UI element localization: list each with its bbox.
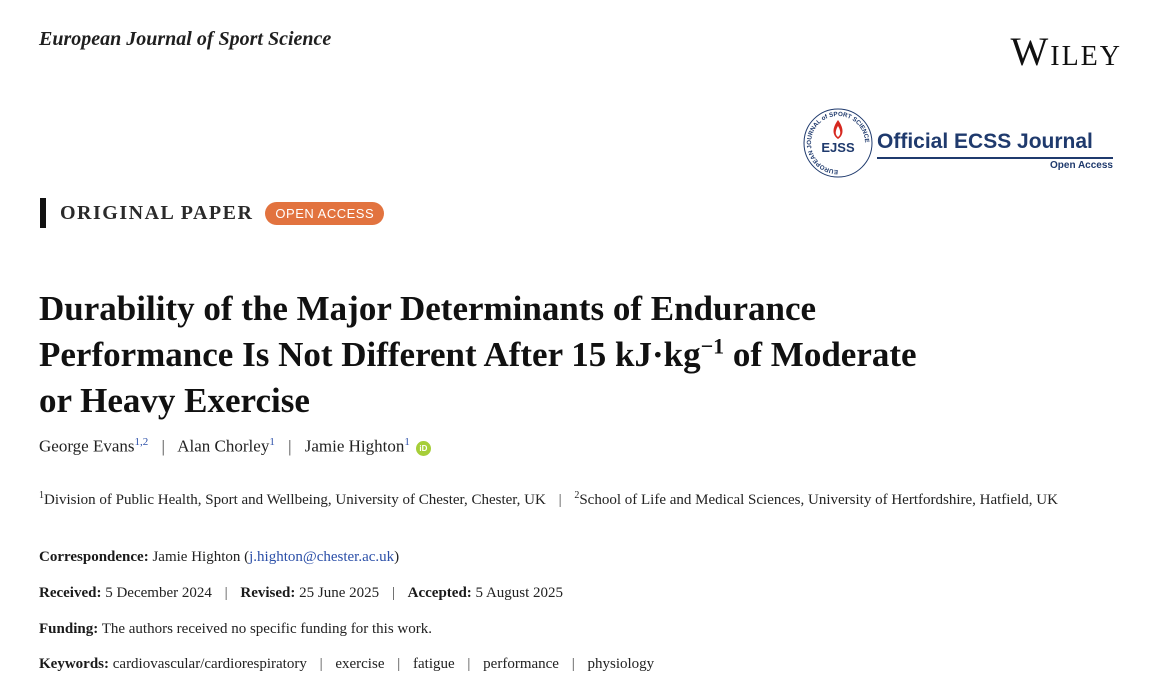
ecss-title: Official ECSS Journal (877, 130, 1093, 153)
correspondence-name: Jamie Highton (152, 549, 241, 565)
author-name[interactable]: George Evans (39, 436, 135, 456)
keyword[interactable]: cardiovascular/cardiorespiratory (112, 656, 307, 672)
funding-text: The authors received no specific funding… (101, 621, 433, 637)
author-separator: | (161, 436, 165, 456)
received-label: Received: (39, 585, 102, 601)
ecss-divider (877, 157, 1113, 159)
correspondence-label: Correspondence: (39, 549, 149, 565)
keyword[interactable]: exercise (335, 656, 385, 672)
ecss-badge[interactable]: EUROPEAN JOURNAL of SPORT SCIENCE EJSS O… (802, 108, 1122, 183)
affiliation-separator: | (558, 492, 562, 508)
author-name[interactable]: Alan Chorley (177, 436, 270, 456)
open-access-badge: OPEN ACCESS (265, 201, 385, 225)
paper-type-row: ORIGINAL PAPER OPEN ACCESS (40, 198, 385, 228)
keyword-separator: | (571, 656, 575, 672)
affiliation-number: 2 (574, 490, 580, 501)
ecss-subtitle: Open Access (1050, 160, 1113, 171)
keyword-separator: | (397, 656, 401, 672)
affiliation-text: Division of Public Health, Sport and Wel… (44, 492, 546, 508)
keywords: Keywords: cardiovascular/cardiorespirato… (39, 656, 654, 673)
date-separator: | (391, 585, 395, 601)
correspondence: Correspondence: Jamie Highton (j.highton… (39, 549, 400, 565)
paper-type-marker (40, 198, 46, 228)
paper-title: Durability of the Major Determinants of … (39, 286, 1129, 424)
revised-label: Revised: (240, 585, 296, 601)
author-affiliation-ref[interactable]: 1 (404, 436, 410, 448)
author-separator: | (288, 436, 292, 456)
keyword-separator: | (467, 656, 471, 672)
keyword[interactable]: fatigue (413, 656, 455, 672)
date-separator: | (224, 585, 228, 601)
title-line-3: or Heavy Exercise (39, 381, 310, 420)
publisher-logo[interactable]: Wiley (1010, 29, 1122, 74)
author-name[interactable]: Jamie Highton (304, 436, 405, 456)
keyword[interactable]: performance (483, 656, 559, 672)
author-affiliation-ref[interactable]: 1,2 (134, 436, 149, 448)
title-superscript: −1 (700, 333, 725, 359)
keyword[interactable]: physiology (587, 656, 655, 672)
emblem-ring (803, 108, 873, 178)
emblem-abbrev: EJSS (821, 140, 855, 155)
title-line-2a: Performance Is Not Different After 15 kJ… (39, 335, 701, 374)
funding-label: Funding: (39, 621, 99, 637)
ejss-emblem: EUROPEAN JOURNAL of SPORT SCIENCE EJSS (803, 108, 873, 178)
affiliation-text: School of Life and Medical Sciences, Uni… (579, 492, 1058, 508)
funding: Funding: The authors received no specifi… (39, 621, 432, 638)
accepted-date: 5 August 2025 (475, 585, 564, 601)
keyword-separator: | (319, 656, 323, 672)
title-line-2b: of Moderate (724, 335, 917, 374)
correspondence-email-link[interactable]: j.highton@chester.ac.uk (249, 549, 395, 565)
affiliation-number: 1 (39, 490, 44, 501)
journal-name[interactable]: European Journal of Sport Science (39, 28, 332, 50)
flame-inner-icon (835, 126, 841, 137)
received-date: 5 December 2024 (105, 585, 212, 601)
orcid-icon[interactable]: iD (415, 440, 431, 456)
revised-date: 25 June 2025 (299, 585, 380, 601)
author-list: George Evans1,2 | Alan Chorley1 | Jamie … (39, 436, 431, 457)
affiliations: 1Division of Public Health, Sport and We… (39, 484, 1109, 512)
dates: Received: 5 December 2024 | Revised: 25 … (39, 585, 563, 602)
accepted-label: Accepted: (407, 585, 472, 601)
title-line-1: Durability of the Major Determinants of … (39, 289, 817, 328)
paper-type: ORIGINAL PAPER (60, 201, 254, 224)
author-affiliation-ref[interactable]: 1 (269, 436, 275, 448)
keywords-label: Keywords: (39, 656, 109, 672)
